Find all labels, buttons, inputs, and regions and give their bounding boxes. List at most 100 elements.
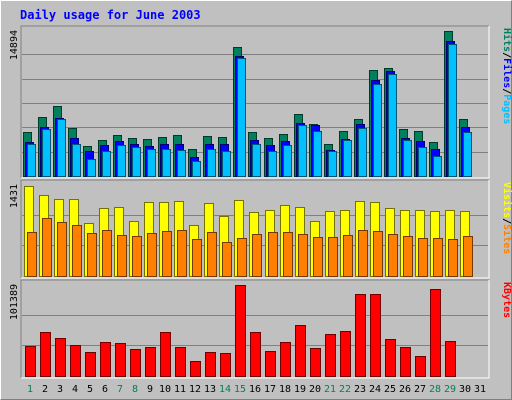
chart-title: Daily usage for June 2003 [20,8,201,22]
bar-pages-day-20 [313,131,322,177]
bar-pages-day-9 [147,149,156,177]
x-tick-label: 5 [87,384,93,395]
x-tick-label: 3 [57,384,63,395]
bar-pages-day-4 [72,144,81,177]
y-max-label: 101389 [9,284,20,320]
bar-kbytes-day-23 [355,294,366,377]
bar-pages-day-6 [102,151,111,177]
x-tick-label: 14 [219,384,231,395]
bar-kbytes-day-3 [55,338,66,377]
x-tick-label: 10 [159,384,171,395]
x-tick-label: 7 [117,384,123,395]
panel-legend: KBytes [501,282,512,318]
bar-kbytes-day-19 [295,325,306,377]
bar-sites-day-24 [373,231,383,277]
bar-pages-day-12 [192,161,201,177]
x-tick-label: 25 [384,384,396,395]
x-tick-label: 31 [474,384,486,395]
x-axis-day-labels: 1 2 3 4 5 6 7 8 9 10 11 12 13 14 15 16 17 18 19 20 21 22 23 24 2… [27,384,486,395]
bar-kbytes-day-27 [415,356,426,377]
y-max-label: 14894 [9,30,20,60]
bar-kbytes-day-2 [40,332,51,377]
x-tick-label: 16 [249,384,261,395]
bar-sites-day-11 [177,230,187,277]
bar-pages-day-1 [27,144,36,177]
bar-sites-day-9 [147,233,157,277]
bar-pages-day-19 [298,125,307,177]
bar-kbytes-day-28 [430,289,441,377]
bar-kbytes-day-29 [445,341,456,377]
bar-pages-day-11 [177,150,186,177]
bar-kbytes-day-6 [100,342,111,377]
panel-border-dark [20,279,489,378]
bar-kbytes-day-4 [70,345,81,377]
bar-sites-day-18 [283,232,293,277]
bar-pages-day-3 [57,119,66,177]
x-tick-label: 1 [27,384,33,395]
bar-pages-day-22 [343,140,352,177]
bar-kbytes-day-18 [280,342,291,377]
bar-sites-day-4 [72,225,82,277]
x-tick-label: 23 [354,384,366,395]
x-tick-label: 6 [102,384,108,395]
bar-pages-day-21 [328,151,337,177]
bar-sites-day-12 [192,239,202,277]
bar-pages-day-26 [403,140,412,177]
bar-pages-day-2 [42,129,51,177]
bar-pages-day-8 [132,147,141,177]
legend-entry: Visits [501,182,512,218]
bar-sites-day-29 [448,239,458,277]
legend-entry: Sites [501,224,512,254]
legend-entry: / [501,88,512,94]
x-tick-label: 4 [72,384,78,395]
x-tick-label: 17 [264,384,276,395]
bar-kbytes-day-8 [130,349,141,377]
x-tick-label: 13 [204,384,216,395]
bar-sites-day-25 [388,234,398,277]
bar-kbytes-day-11 [175,347,186,377]
bar-kbytes-day-1 [25,346,36,377]
bar-kbytes-day-15 [235,285,246,377]
bar-sites-day-21 [328,237,338,277]
bar-kbytes-day-26 [400,347,411,377]
x-tick-label: 30 [459,384,471,395]
bar-kbytes-day-7 [115,343,126,377]
x-tick-label: 24 [369,384,381,395]
bar-sites-day-7 [117,235,127,277]
bar-pages-day-15 [237,58,246,177]
bar-pages-day-27 [418,147,427,177]
panel-border-light [21,280,490,379]
x-tick-label: 8 [132,384,138,395]
bar-pages-day-17 [268,151,277,177]
x-tick-label: 28 [429,384,441,395]
bar-kbytes-day-5 [85,352,96,377]
bar-kbytes-day-13 [205,352,216,377]
bar-pages-day-29 [448,44,457,177]
bar-sites-day-17 [268,232,278,277]
x-tick-label: 19 [294,384,306,395]
bar-kbytes-day-12 [190,361,201,377]
bar-pages-day-23 [358,128,367,177]
x-tick-label: 20 [309,384,321,395]
x-tick-label: 12 [189,384,201,395]
bar-kbytes-day-24 [370,294,381,377]
x-tick-label: 26 [399,384,411,395]
bar-kbytes-day-10 [160,332,171,377]
bar-sites-day-23 [358,230,368,277]
legend-entry: Pages [501,94,512,124]
bar-sites-day-15 [237,238,247,277]
panel-border-dark [20,179,489,278]
bar-sites-day-30 [463,236,473,277]
bar-sites-day-14 [222,242,232,277]
panel-border-light [21,26,490,179]
legend-entry: Files [501,58,512,88]
bar-pages-day-28 [433,156,442,177]
legend-entry: KBytes [501,282,512,318]
bar-pages-day-16 [252,144,261,177]
bar-kbytes-day-14 [220,353,231,377]
x-tick-label: 18 [279,384,291,395]
bar-sites-day-20 [313,237,323,277]
bar-pages-day-30 [463,132,472,177]
